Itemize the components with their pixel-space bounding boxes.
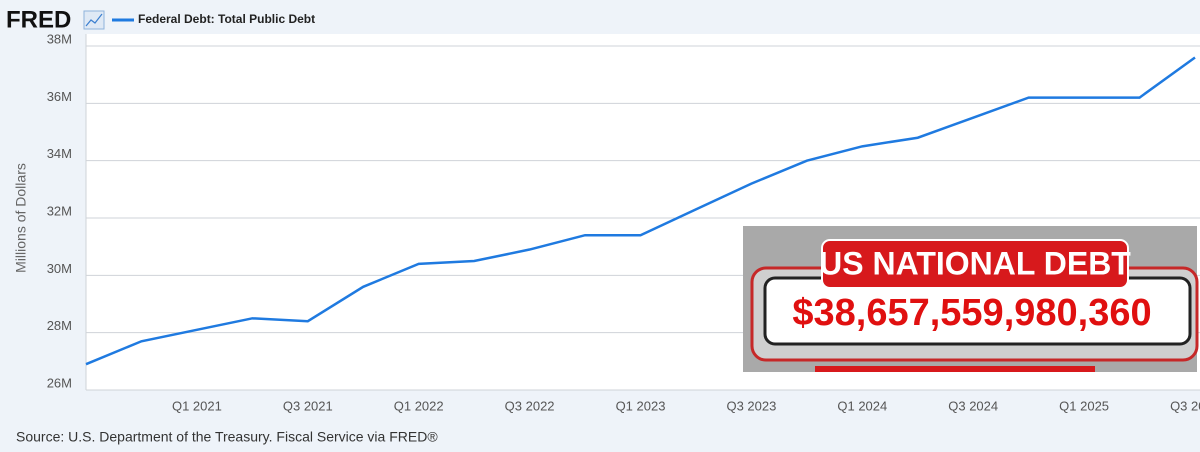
x-tick-label: Q3 2024 — [948, 398, 998, 413]
x-tick-label: Q1 2021 — [172, 398, 222, 413]
y-tick-label: 28M — [47, 318, 72, 333]
plot: 26M 28M 30M 32M 34M 36M 38M Q1 2021 Q3 2021 Q1 20… — [47, 31, 1200, 413]
legend-label: Federal Debt: Total Public Debt — [138, 12, 315, 26]
x-tick-label: Q1 2024 — [837, 398, 887, 413]
y-tick-label: 36M — [47, 89, 72, 104]
y-axis-label: Millions of Dollars — [13, 163, 29, 273]
banner-box — [821, 239, 1129, 289]
overlay-amount: $38,657,559,980,360 — [792, 292, 1151, 334]
y-tick-label: 38M — [47, 31, 72, 46]
x-tick-label: Q3 2025 — [1170, 398, 1200, 413]
x-tick-label: Q1 2023 — [616, 398, 666, 413]
logo[interactable]: FRED — [6, 6, 71, 33]
logo-icon — [83, 10, 105, 30]
y-tick-label: 32M — [47, 203, 72, 218]
overlay-banner: US NATIONAL DEBT — [819, 245, 1131, 281]
y-tick-label: 34M — [47, 146, 72, 161]
x-tick-label: Q3 2022 — [505, 398, 555, 413]
y-tick-label: 30M — [47, 261, 72, 276]
x-tick-label: Q3 2023 — [726, 398, 776, 413]
x-tick-label: Q1 2025 — [1059, 398, 1109, 413]
overlay-image: US NATIONAL DEBT $38,657,559,980,360 — [743, 226, 1199, 372]
x-tick-label: Q3 2021 — [283, 398, 333, 413]
overlay-strip — [815, 366, 1095, 372]
logo-icon-line — [85, 13, 103, 27]
y-tick-label: 26M — [47, 375, 72, 390]
series-line — [85, 56, 1196, 366]
x-tick-label: Q1 2022 — [394, 398, 444, 413]
source: Source: U.S. Department of the Treasury.… — [16, 429, 438, 445]
